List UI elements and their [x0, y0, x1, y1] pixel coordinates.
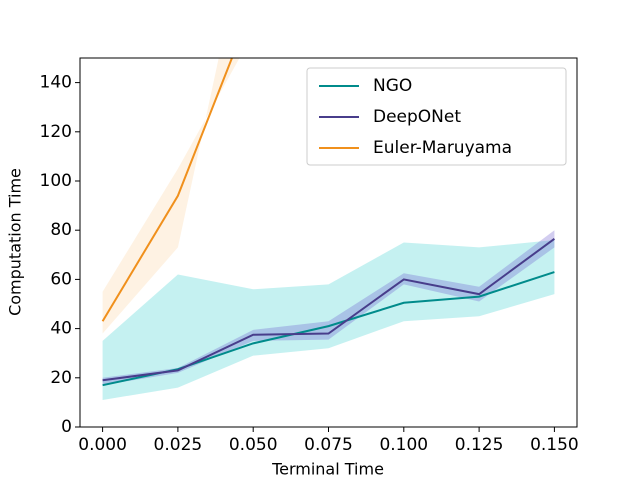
legend-label: Euler-Maruyama: [373, 138, 512, 158]
series-line: [102, 271, 555, 387]
legend-label: NGO: [373, 76, 412, 96]
legend-box: [306, 67, 567, 166]
y-tick-label: 80: [50, 220, 72, 240]
x-tick-label: 0.000: [78, 435, 127, 455]
confidence-band: [102, 240, 555, 400]
x-tick-label: 0.075: [304, 435, 353, 455]
legend-label: DeepONet: [373, 107, 461, 127]
x-tick-label: 0.025: [154, 435, 203, 455]
series-line: [101, 58, 234, 322]
y-tick-label: 0: [61, 417, 72, 437]
y-tick-label: 60: [50, 269, 72, 289]
y-tick-label: 40: [50, 319, 72, 339]
y-tick-label: 20: [50, 368, 72, 388]
plot-area: [101, 58, 556, 400]
y-tick-label: 100: [40, 171, 72, 191]
x-tick-label: 0.100: [379, 435, 428, 455]
x-axis-label: Terminal Time: [271, 460, 384, 479]
series-line: [102, 238, 556, 382]
y-tick-label: 120: [40, 122, 72, 142]
y-axis-label: Computation Time: [6, 168, 25, 316]
y-tick-label: 140: [40, 73, 72, 93]
x-tick-label: 0.050: [229, 435, 278, 455]
x-tick-label: 0.150: [530, 435, 579, 455]
x-tick-label: 0.125: [455, 435, 504, 455]
